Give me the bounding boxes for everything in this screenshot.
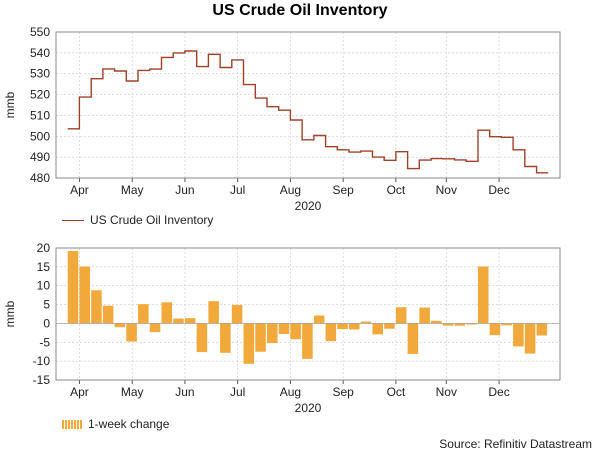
weekly-change-bar — [138, 304, 149, 324]
weekly-change-bar — [149, 323, 161, 333]
bottom-xtick-label: Apr — [70, 385, 89, 399]
top-xlabel: 2020 — [295, 199, 322, 213]
weekly-change-bar — [384, 323, 395, 329]
weekly-change-bar — [442, 323, 454, 326]
weekly-change-bar — [266, 323, 278, 344]
weekly-change-bar — [407, 323, 419, 354]
weekly-change-bar — [489, 323, 501, 336]
top-ytick-label: 530 — [30, 67, 50, 81]
top-ytick-label: 550 — [30, 25, 50, 39]
bottom-ytick-label: 20 — [37, 241, 51, 255]
top-xtick-label: Aug — [280, 183, 301, 197]
weekly-change-bar — [67, 251, 79, 324]
bottom-ylabel: mmb — [3, 300, 17, 327]
bottom-xtick-label: Jun — [175, 385, 194, 399]
bottom-ytick-label: -15 — [33, 373, 51, 387]
weekly-change-bar — [395, 307, 407, 324]
bottom-xtick-label: May — [121, 385, 144, 399]
weekly-change-bar — [220, 323, 231, 353]
weekly-change-bar — [126, 323, 137, 342]
legend-inventory-label: US Crude Oil Inventory — [90, 213, 214, 227]
weekly-change-bar — [372, 323, 384, 335]
bottom-xlabel: 2020 — [295, 401, 322, 415]
weekly-change-bar — [91, 290, 102, 324]
weekly-change-bar — [302, 323, 313, 359]
top-xtick-label: Oct — [387, 183, 406, 197]
weekly-change-bar — [466, 323, 477, 325]
bottom-plot-frame — [55, 247, 561, 381]
bottom-xtick-label: Jul — [230, 385, 245, 399]
top-ytick-label: 500 — [30, 129, 50, 143]
bottom-ytick-label: 0 — [43, 316, 50, 330]
weekly-change-bar — [278, 323, 290, 334]
top-plot-frame — [55, 31, 561, 179]
source-note: Source: Refinitiv Datastream — [439, 437, 592, 451]
weekly-change-bar — [290, 323, 301, 340]
top-ytick-label: 480 — [30, 171, 50, 185]
inventory-line — [67, 50, 549, 174]
weekly-change-bar — [184, 318, 196, 324]
weekly-change-bar — [79, 266, 90, 324]
bottom-xtick-label: Aug — [280, 385, 301, 399]
weekly-change-bar — [208, 301, 219, 324]
top-ytick-label: 540 — [30, 46, 50, 60]
weekly-change-bar — [431, 320, 442, 324]
bottom-ytick-label: 5 — [43, 298, 50, 312]
weekly-change-bar — [349, 323, 360, 330]
weekly-change-bar — [255, 323, 266, 352]
top-xtick-label: Sep — [332, 183, 354, 197]
top-ytick-label: 490 — [30, 150, 50, 164]
bottom-ytick-label: -5 — [39, 335, 50, 349]
weekly-change-bar — [524, 323, 536, 354]
weekly-change-bar — [454, 323, 466, 326]
legend-line-swatch — [62, 219, 84, 221]
bottom-ytick-label: 10 — [37, 279, 51, 293]
top-xtick-label: Nov — [436, 183, 457, 197]
legend-weekly-change-label: 1-week change — [88, 417, 170, 431]
top-xtick-label: Jul — [230, 183, 245, 197]
weekly-change-bar — [243, 323, 255, 364]
weekly-change-bar — [360, 321, 372, 324]
weekly-change-bar — [196, 323, 208, 353]
weekly-change-bar — [501, 323, 512, 326]
bottom-xtick-label: Nov — [436, 385, 457, 399]
legend-weekly-change[interactable]: 1-week change — [62, 417, 169, 431]
top-ylabel: mmb — [3, 91, 17, 118]
bottom-xtick-label: Dec — [488, 385, 509, 399]
weekly-change-bar — [313, 315, 325, 324]
top-xtick-label: Dec — [488, 183, 509, 197]
bottom-ytick-label: -10 — [33, 354, 51, 368]
bottom-xtick-label: Oct — [387, 385, 406, 399]
weekly-change-bar — [173, 318, 184, 324]
top-ytick-label: 520 — [30, 88, 50, 102]
weekly-change-bar — [477, 266, 489, 324]
top-xtick-label: Apr — [70, 183, 89, 197]
chart-title: US Crude Oil Inventory — [212, 2, 388, 19]
weekly-change-bar — [337, 323, 348, 330]
weekly-change-bar — [114, 323, 126, 328]
weekly-change-bar — [325, 323, 337, 342]
weekly-change-bar — [513, 323, 524, 347]
bottom-xtick-label: Sep — [332, 385, 354, 399]
weekly-change-bar — [161, 302, 173, 324]
weekly-change-bar — [102, 305, 114, 324]
legend-inventory[interactable]: US Crude Oil Inventory — [62, 213, 213, 227]
legend-bar-swatch — [62, 419, 82, 429]
top-xtick-label: May — [121, 183, 144, 197]
top-xtick-label: Jun — [175, 183, 194, 197]
weekly-change-bar — [536, 323, 548, 336]
weekly-change-bar — [231, 304, 243, 324]
top-ytick-label: 510 — [30, 108, 50, 122]
weekly-change-bar — [419, 307, 430, 324]
bottom-ytick-label: 15 — [37, 260, 51, 274]
